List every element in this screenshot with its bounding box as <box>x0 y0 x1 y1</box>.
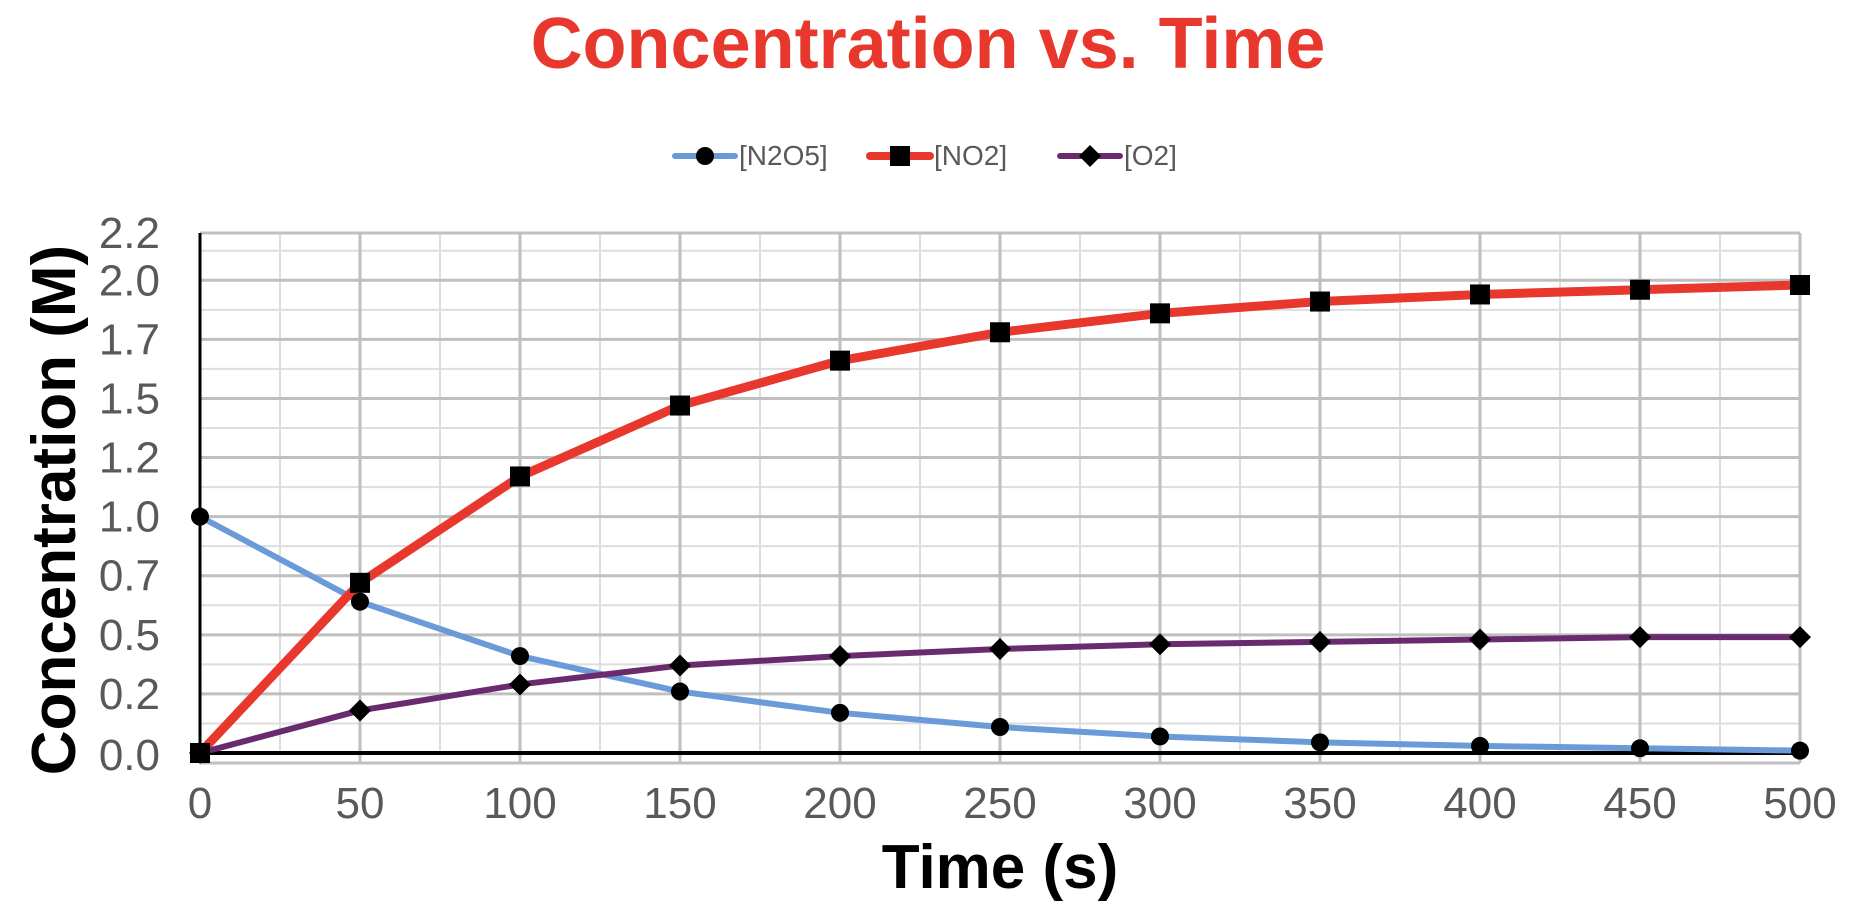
y-tick-label: 0.7 <box>99 552 160 601</box>
y-tick-label: 1.7 <box>99 315 160 364</box>
data-point-n2o5 <box>511 647 529 666</box>
x-tick-label: 400 <box>1443 779 1516 828</box>
data-point-o2 <box>1149 633 1171 656</box>
x-axis-label: Time (s) <box>882 833 1119 902</box>
data-point-no2 <box>830 350 850 371</box>
data-point-n2o5 <box>1471 736 1489 755</box>
y-tick-labels: 0.0 0.2 0.5 0.7 1.0 1.2 1.5 1.7 2.02.2 <box>99 209 160 780</box>
y-tick-label: 0.5 <box>99 611 160 660</box>
data-point-n2o5 <box>671 682 689 701</box>
data-point-n2o5 <box>191 507 209 526</box>
axes <box>198 233 1800 763</box>
data-point-no2 <box>510 466 530 487</box>
x-tick-label: 0 <box>188 779 212 828</box>
data-point-n2o5 <box>351 592 369 611</box>
major-grid <box>200 231 1802 765</box>
y-tick-label: 1.2 <box>99 434 160 483</box>
data-point-n2o5 <box>991 718 1009 736</box>
x-tick-label: 100 <box>483 779 556 828</box>
y-tick-label: 0.0 <box>99 731 160 780</box>
x-tick-labels: 0 50 100 150 200 250 300 350 400 450 500 <box>188 779 1837 828</box>
data-point-o2 <box>349 699 371 722</box>
data-point-n2o5 <box>831 703 849 722</box>
y-tick-label: 1.5 <box>99 374 160 423</box>
y-tick-label: 0.2 <box>99 670 160 719</box>
legend-marker-no2 <box>890 146 910 166</box>
legend-marker-o2 <box>1079 145 1101 167</box>
data-point-n2o5 <box>1791 741 1809 760</box>
data-point-no2 <box>1630 279 1650 300</box>
chart-title: Concentration vs. Time <box>531 4 1326 84</box>
data-point-o2 <box>1309 630 1331 653</box>
legend-item-no2: [NO2] <box>866 140 1007 171</box>
legend-label: [NO2] <box>934 140 1007 171</box>
data-point-o2 <box>1629 626 1651 649</box>
data-point-no2 <box>670 395 690 416</box>
data-point-no2 <box>990 322 1010 343</box>
x-tick-label: 50 <box>336 779 385 828</box>
data-point-o2 <box>1469 628 1491 651</box>
data-point-o2 <box>669 654 691 677</box>
legend-label: [N2O5] <box>739 140 828 171</box>
data-point-no2 <box>1150 303 1170 324</box>
legend-item-o2: [O2] <box>1057 140 1177 171</box>
legend-marker-n2o5 <box>696 147 714 165</box>
legend-item-n2o5: [N2O5] <box>672 140 828 171</box>
data-point-o2 <box>189 742 211 764</box>
y-axis-label: Concentration (M) <box>20 245 89 775</box>
data-point-n2o5 <box>1311 733 1329 752</box>
data-point-no2 <box>1790 275 1810 295</box>
legend: [N2O5] [NO2] [O2] <box>672 140 1177 171</box>
data-point-o2 <box>1789 626 1811 649</box>
x-tick-label: 200 <box>803 779 876 828</box>
data-point-o2 <box>989 638 1011 660</box>
legend-label: [O2] <box>1124 140 1177 171</box>
y-tick-label: 2.2 <box>99 209 160 258</box>
x-tick-label: 150 <box>643 779 716 828</box>
data-point-o2 <box>509 673 531 696</box>
x-tick-label: 250 <box>963 779 1036 828</box>
x-tick-label: 350 <box>1283 779 1356 828</box>
series-markers <box>189 275 1811 764</box>
y-tick-label: 2.0 <box>99 256 160 305</box>
y-tick-label: 1.0 <box>99 493 160 542</box>
x-tick-label: 450 <box>1603 779 1676 828</box>
x-tick-label: 300 <box>1123 779 1196 828</box>
data-point-n2o5 <box>1151 727 1169 746</box>
data-point-no2 <box>1470 284 1490 305</box>
data-point-o2 <box>829 645 851 668</box>
data-point-no2 <box>350 572 370 593</box>
data-point-n2o5 <box>1631 739 1649 758</box>
data-point-no2 <box>1310 291 1330 312</box>
x-tick-label: 500 <box>1763 779 1836 828</box>
